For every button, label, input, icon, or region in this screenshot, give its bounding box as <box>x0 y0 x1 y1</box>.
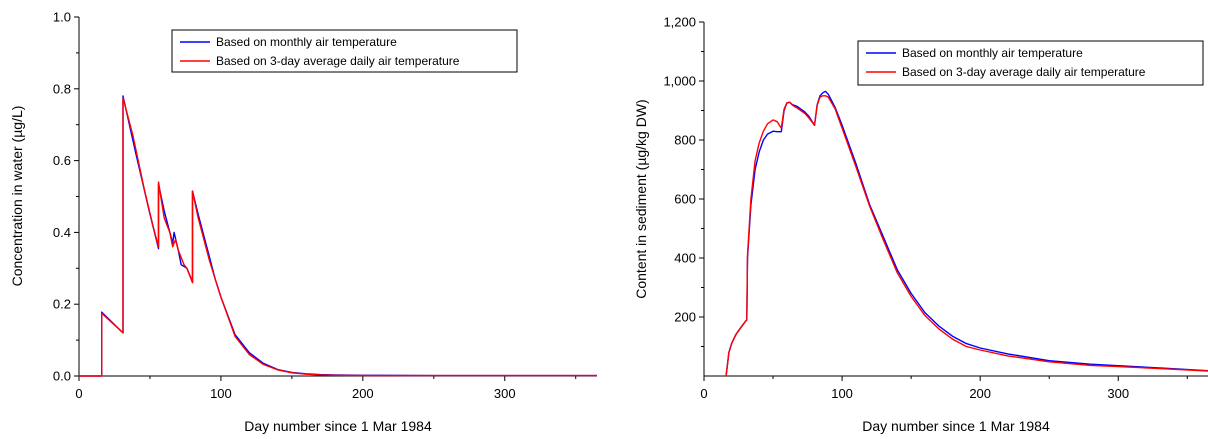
y-axis-label: Content in sediment (µg/kg DW) <box>633 99 649 298</box>
chart-sediment-content: 0 100 200 300 200 400 600 800 1,000 1,200 Day numb… <box>633 15 1208 434</box>
y-tick-label: 1.0 <box>53 10 71 25</box>
chart-water-concentration: 0 100 200 300 0.0 0.2 0.4 0.6 0.8 1.0 Day number s… <box>9 10 597 434</box>
legend-label: Based on monthly air temperature <box>902 46 1083 60</box>
y-tick-label: 200 <box>674 310 696 325</box>
x-tick-label: 0 <box>75 386 82 401</box>
x-tick-label: 200 <box>352 386 374 401</box>
y-axis-label: Concentration in water (µg/L) <box>9 106 25 287</box>
y-tick-label: 0.0 <box>53 369 71 384</box>
y-tick-label: 800 <box>674 133 696 148</box>
series-line-monthly <box>79 95 597 377</box>
x-tick-label: 100 <box>831 386 853 401</box>
y-tick-label: 0.4 <box>53 225 71 240</box>
x-axis-label: Day number since 1 Mar 1984 <box>862 418 1050 434</box>
series-line-3day <box>79 97 597 377</box>
y-tick-label: 0.6 <box>53 153 71 168</box>
x-tick-label: 300 <box>494 386 516 401</box>
x-tick-label: 0 <box>700 386 707 401</box>
y-tick-label: 1,200 <box>663 15 696 30</box>
legend-label: Based on monthly air temperature <box>216 35 397 49</box>
legend: Based on monthly air temperature Based on… <box>171 29 518 73</box>
legend-box <box>857 40 1204 86</box>
series-line-3day <box>725 95 1208 377</box>
legend: Based on monthly air temperature Based on… <box>857 40 1204 86</box>
series-line-monthly <box>725 90 1208 377</box>
legend-label: Based on 3-day average daily air tempera… <box>216 54 460 68</box>
y-tick-label: 600 <box>674 192 696 207</box>
y-tick-label: 400 <box>674 251 696 266</box>
y-tick-label: 0.2 <box>53 297 71 312</box>
legend-label: Based on 3-day average daily air tempera… <box>902 65 1146 79</box>
x-tick-label: 100 <box>210 386 232 401</box>
x-axis-label: Day number since 1 Mar 1984 <box>244 418 432 434</box>
y-tick-label: 1,000 <box>663 74 696 89</box>
y-tick-label: 0.8 <box>53 81 71 96</box>
legend-box <box>171 29 518 73</box>
x-tick-label: 300 <box>1107 386 1129 401</box>
x-tick-label: 200 <box>969 386 991 401</box>
